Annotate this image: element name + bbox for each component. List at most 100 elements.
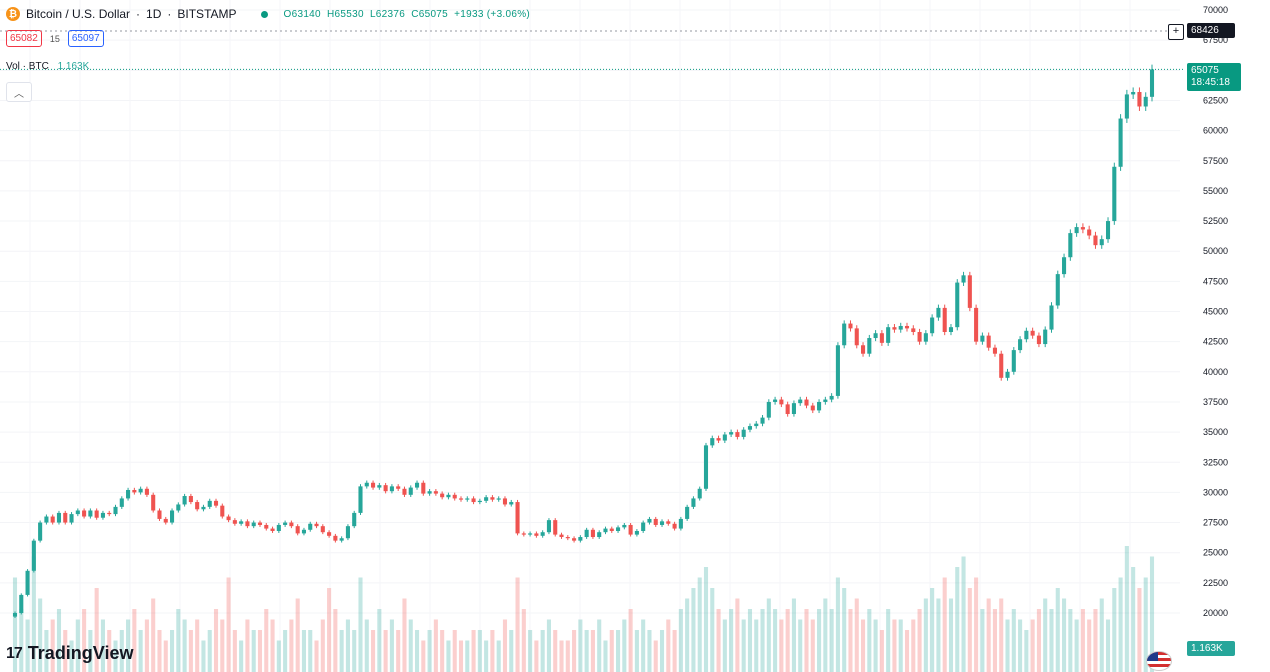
candle-body	[948, 327, 954, 333]
sell-button[interactable]: 65082	[6, 30, 42, 47]
volume-bar	[735, 598, 740, 672]
volume-bar	[980, 609, 985, 672]
candle-body	[1030, 330, 1035, 336]
price-axis: 7000067500650006250060000575005500052500…	[1203, 5, 1228, 618]
volume-bar	[427, 630, 432, 672]
volume-bar	[666, 619, 671, 672]
volume-bar	[502, 619, 508, 672]
volume-bar	[584, 630, 589, 672]
volume-bar	[465, 640, 470, 672]
volume-bar	[1049, 609, 1054, 672]
volume-bar	[534, 640, 539, 672]
volume-bar	[396, 630, 401, 672]
price-lines	[0, 30, 1185, 70]
volume-bar	[710, 588, 715, 672]
volume-bar	[188, 630, 193, 672]
volume-bar	[904, 630, 910, 672]
add-alert-plus-icon[interactable]: +	[1168, 24, 1184, 40]
volume-bar	[421, 640, 426, 672]
volume-bar	[634, 630, 639, 672]
candle-body	[113, 506, 118, 515]
candle-body	[653, 518, 658, 525]
us-flag-icon[interactable]	[1146, 651, 1172, 671]
volume-bar	[823, 598, 828, 672]
collapse-legend-button[interactable]: ︿	[6, 82, 32, 102]
candle-body	[1005, 371, 1010, 378]
candle-body	[1112, 166, 1117, 222]
candle-body	[917, 332, 922, 342]
candle-body	[873, 333, 878, 339]
candle-body	[992, 347, 997, 354]
candle-body	[904, 325, 910, 329]
candle-body	[44, 516, 49, 523]
volume-bar	[320, 619, 325, 672]
candle-body	[345, 526, 350, 539]
candle-body	[628, 524, 633, 535]
volume-bar	[992, 609, 997, 672]
symbol-name[interactable]: Bitcoin / U.S. Dollar	[26, 7, 131, 21]
candle-body	[63, 512, 68, 523]
volume-bar	[100, 619, 105, 672]
volume-bar	[590, 630, 595, 672]
candle-body	[377, 485, 382, 488]
candle-body	[496, 498, 501, 500]
volume-bar	[339, 630, 344, 672]
ohlc-values: O63140 H65530 L62376 C65075 +1933 (+3.06…	[284, 9, 534, 20]
candle-body	[119, 498, 124, 507]
candle-body	[785, 404, 790, 415]
volume-legend[interactable]: Vol · BTC 1.163K	[6, 61, 89, 72]
volume-bar	[967, 588, 972, 672]
candle-body	[490, 497, 495, 500]
candle-body	[283, 522, 288, 525]
candle-body	[1055, 274, 1060, 306]
candle-body	[1099, 239, 1104, 246]
volume-bar	[50, 619, 55, 672]
volume-bar	[490, 630, 495, 672]
volume-bar	[308, 630, 313, 672]
volume-bar	[722, 619, 727, 672]
candle-body	[19, 594, 24, 613]
candle-body	[521, 533, 526, 535]
ohlc-open: O63140	[283, 8, 321, 20]
price-tick-label: 70000	[1203, 5, 1228, 15]
candle-body	[163, 518, 168, 523]
volume-bar	[1149, 556, 1155, 672]
candle-body	[999, 353, 1004, 378]
candle-body	[528, 533, 533, 535]
candle-body	[371, 482, 376, 488]
candle-body	[138, 488, 143, 493]
volume-bar	[1118, 577, 1123, 672]
candle-body	[1143, 96, 1148, 107]
volume-bar	[603, 640, 608, 672]
interval-label[interactable]: 1D	[146, 7, 162, 21]
volume-bar	[974, 577, 979, 672]
candle-body	[301, 529, 307, 534]
price-tick-label: 37500	[1203, 397, 1228, 407]
candle-body	[396, 486, 401, 489]
candle-body	[1087, 229, 1092, 236]
price-tick-label: 60000	[1203, 126, 1228, 136]
volume-bar	[835, 577, 840, 672]
volume-bar	[170, 630, 175, 672]
volume-bar	[119, 630, 124, 672]
candle-body	[911, 328, 916, 333]
volume-bar	[559, 640, 564, 672]
volume-bar	[1131, 567, 1136, 672]
symbol-header[interactable]: ₿ Bitcoin / U.S. Dollar · 1D · BITSTAMP …	[6, 5, 533, 23]
candle-body	[100, 512, 105, 518]
price-tick-label: 55000	[1203, 186, 1228, 196]
candle-body	[69, 514, 74, 523]
candle-body	[1018, 339, 1023, 351]
buy-button[interactable]: 65097	[67, 30, 104, 47]
volume-bar	[678, 609, 683, 672]
candle-body	[860, 345, 866, 354]
candle-body	[188, 496, 193, 503]
spread-value: 15	[49, 33, 60, 44]
tradingview-logo[interactable]: 17 TradingView	[6, 643, 134, 664]
volume-bar	[44, 630, 49, 672]
volume-label: Vol · BTC	[6, 61, 49, 72]
candle-body	[82, 510, 87, 517]
price-tick-label: 32500	[1203, 457, 1228, 467]
volume-bar	[82, 609, 87, 672]
